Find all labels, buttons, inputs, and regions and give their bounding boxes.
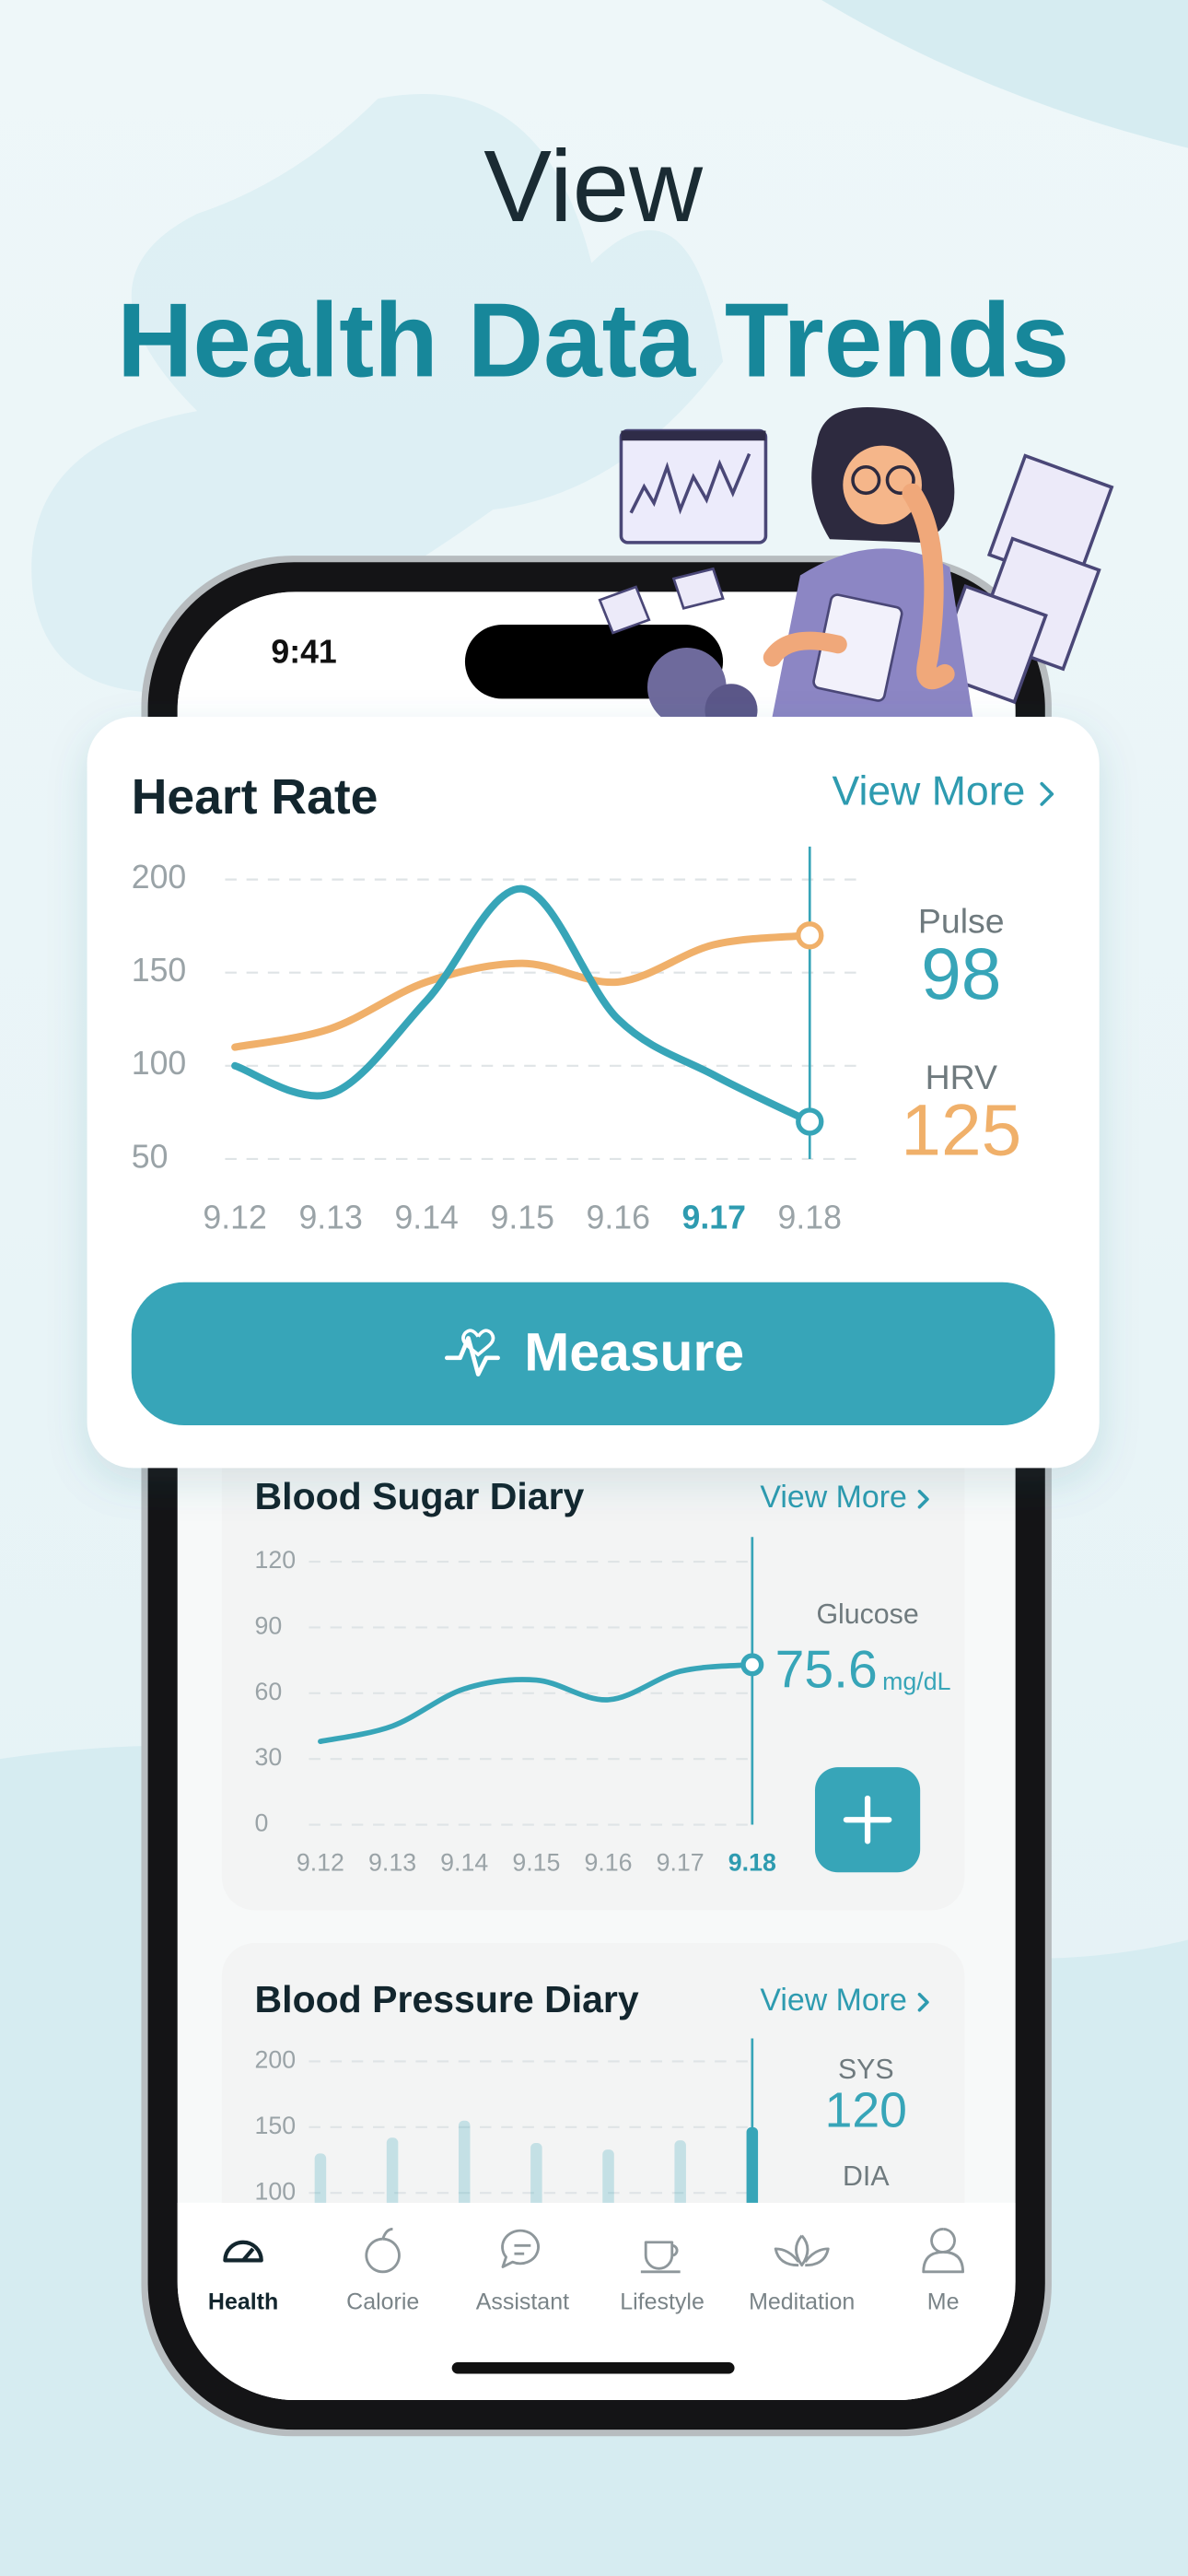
series-line [231, 884, 814, 1126]
y-tick-label: 100 [132, 1045, 187, 1082]
heart-rate-content: Heart Rate View More 50 100 150 200 9.12 9.13 9.… [132, 769, 1054, 1235]
y-tick-label: 150 [132, 952, 187, 989]
x-tick-label: 9.12 [297, 1848, 344, 1876]
cursor-point [796, 1107, 824, 1136]
flower-blob [31, 94, 724, 693]
envelope [671, 567, 725, 610]
readout-value: 75.6 [775, 1640, 878, 1699]
readout-value: 120 [825, 2084, 907, 2138]
x-tick-label: 9.16 [584, 1848, 632, 1876]
measure-label: Measure [524, 1323, 744, 1383]
y-tick-label: 120 [255, 1546, 297, 1574]
y-tick-label: 60 [255, 1678, 283, 1705]
readout-label: Pulse [918, 902, 1005, 941]
tab-label[interactable]: Meditation [749, 2289, 855, 2314]
readout-label: Glucose [816, 1599, 918, 1630]
blob [821, 0, 1188, 148]
chevron [917, 1490, 929, 1509]
x-tick-label: 9.17 [682, 1199, 746, 1235]
envelope [598, 585, 651, 635]
measure-icon [444, 1336, 500, 1376]
glasses [885, 464, 915, 496]
status-time: 9:41 [271, 634, 336, 671]
readout-unit: mg/dL [882, 1668, 950, 1695]
readout-label: SYS [838, 2055, 894, 2085]
heart-rate-card [87, 716, 1100, 1469]
diary-card [221, 1413, 965, 1911]
y-tick-label: 150 [255, 2112, 297, 2139]
x-tick-label: 9.13 [298, 1199, 362, 1235]
view-more[interactable]: View More [760, 1480, 906, 1515]
glasses [851, 464, 881, 496]
header-line2: Health Data Trends [117, 282, 1069, 399]
tab-label[interactable]: Lifestyle [620, 2289, 705, 2314]
series-line [231, 931, 814, 1051]
arm [902, 483, 955, 690]
illustration [598, 406, 1114, 737]
y-tick-label: 0 [255, 1809, 269, 1837]
tab-icon[interactable] [365, 2228, 401, 2274]
series-line [318, 1662, 755, 1744]
y-tick-label: 200 [255, 2046, 297, 2074]
home-indicator [451, 2361, 735, 2374]
x-tick-label: 9.16 [587, 1199, 650, 1235]
card-title: Heart Rate [132, 770, 379, 825]
readout-label: DIA [843, 2161, 890, 2192]
chevron [917, 1992, 929, 2012]
tab-icon[interactable] [501, 2229, 540, 2268]
chevron [1040, 781, 1054, 806]
tab-label[interactable]: Calorie [346, 2289, 419, 2314]
tab-bar-bg [177, 2202, 1016, 2401]
readout-value: 98 [921, 933, 1001, 1014]
arm [763, 631, 847, 667]
x-tick-label: 9.14 [394, 1199, 458, 1235]
measure-button[interactable] [131, 1282, 1055, 1425]
x-tick-label: 9.15 [490, 1199, 553, 1235]
cursor-point [796, 921, 824, 950]
x-tick-label: 9.15 [512, 1848, 560, 1876]
y-tick-label: 100 [255, 2177, 297, 2205]
header-line1: View [483, 130, 704, 243]
tab-bar: Health Calorie Assistant Lifestyle Meditatio… [177, 2202, 1016, 2401]
tab-icon[interactable] [640, 2241, 681, 2274]
tab-icon[interactable] [922, 2228, 964, 2274]
tab-icon[interactable] [223, 2240, 263, 2263]
x-tick-label: 9.18 [778, 1199, 842, 1235]
papers [931, 453, 1114, 705]
face [843, 445, 922, 525]
tab-label[interactable]: Assistant [476, 2289, 569, 2314]
tab-label[interactable]: Me [927, 2289, 960, 2314]
card-title: Blood Sugar Diary [255, 1475, 585, 1517]
x-tick-label: 9.18 [728, 1848, 776, 1876]
y-tick-label: 200 [132, 859, 187, 896]
card-title: Blood Pressure Diary [255, 1978, 639, 2020]
view-more[interactable]: View More [833, 769, 1026, 814]
x-tick-label: 9.12 [203, 1199, 266, 1235]
y-tick-label: 50 [132, 1138, 169, 1175]
readout-label: HRV [926, 1058, 997, 1096]
frame-chart [629, 452, 751, 515]
frame-top [621, 430, 766, 441]
tab-label[interactable]: Health [208, 2289, 278, 2314]
readout-value: 125 [901, 1090, 1021, 1171]
tab-icon[interactable] [774, 2234, 830, 2267]
x-tick-label: 9.17 [657, 1848, 705, 1876]
y-tick-label: 90 [255, 1612, 283, 1640]
x-tick-label: 9.14 [440, 1848, 488, 1876]
x-tick-label: 9.13 [368, 1848, 416, 1876]
y-tick-label: 30 [255, 1743, 283, 1771]
measure-icon [461, 1329, 495, 1357]
view-more[interactable]: View More [760, 1983, 906, 2018]
add-icon [843, 1795, 892, 1844]
cursor-point [740, 1653, 764, 1677]
